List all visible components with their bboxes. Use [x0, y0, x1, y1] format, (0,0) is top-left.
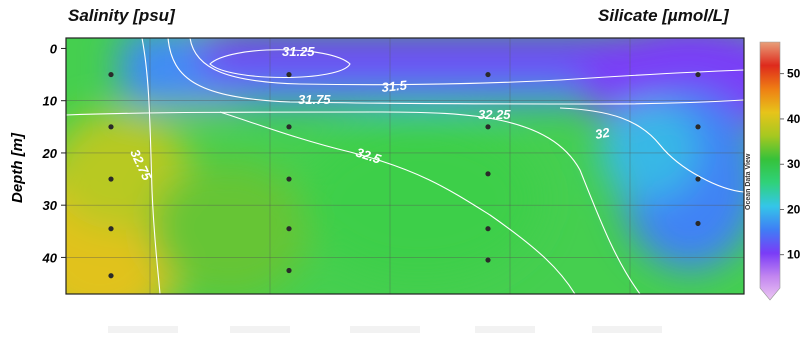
sample-point	[695, 220, 701, 227]
y-tick-label: 40	[42, 250, 58, 265]
sample-point	[108, 273, 114, 279]
sample-point	[286, 124, 292, 130]
contour-label: 32	[594, 125, 612, 142]
station-samples	[108, 71, 701, 279]
contour-32-25	[66, 111, 641, 294]
silicate-field	[66, 38, 744, 294]
y-axis-label: Depth [m]	[9, 132, 26, 203]
colorbar-tick-label: 10	[787, 248, 801, 262]
contour-32-75	[141, 38, 161, 294]
y-tick-label: 30	[43, 198, 58, 213]
y-tick-label: 10	[43, 94, 58, 109]
contour-31-5	[189, 38, 744, 86]
contour-32-5	[219, 111, 576, 294]
salinity-contours	[66, 38, 744, 294]
sample-point	[286, 71, 292, 78]
sample-point	[695, 176, 701, 182]
contour-label: 31.5	[381, 77, 408, 95]
y-axis: 0 10 20 30 40	[42, 41, 66, 265]
sample-point	[485, 257, 491, 263]
silicate-title: Silicate [µmol/L]	[598, 6, 729, 25]
salinity-title: Salinity [psu]	[68, 6, 175, 25]
colorbar-tick-label: 20	[787, 202, 801, 216]
contour-label: 31.25	[282, 44, 315, 59]
sample-point	[108, 176, 114, 182]
sample-point	[485, 71, 491, 78]
ocean-data-view-watermark: Ocean Data View	[745, 153, 752, 210]
colorbar-tick-label: 50	[787, 67, 801, 81]
sample-point	[108, 71, 114, 78]
contour-31-75	[167, 38, 744, 105]
plot-frame	[65, 37, 745, 295]
sample-point	[286, 176, 292, 182]
sample-point	[108, 226, 114, 232]
colorbar-tick-label: 40	[787, 112, 801, 126]
contour-32	[559, 107, 744, 193]
contour-31-25	[209, 49, 351, 78]
y-tick-label: 0	[50, 41, 58, 56]
sample-point	[286, 226, 292, 232]
colorbar: 10 20 30 40 50	[759, 41, 801, 301]
grid-lines	[66, 38, 744, 294]
sample-point	[485, 226, 491, 232]
sample-point	[695, 71, 701, 78]
y-tick-label: 20	[42, 146, 58, 161]
sample-point	[286, 267, 292, 274]
colorbar-bar	[759, 41, 781, 301]
colorbar-tick-label: 30	[787, 157, 801, 171]
sample-point	[695, 124, 701, 130]
contour-label: 31.75	[298, 92, 331, 107]
x-tick-stubs	[108, 326, 662, 333]
sample-point	[485, 124, 491, 130]
sample-point	[108, 124, 114, 130]
sample-point	[485, 171, 491, 177]
contour-label: 32.25	[478, 107, 511, 122]
